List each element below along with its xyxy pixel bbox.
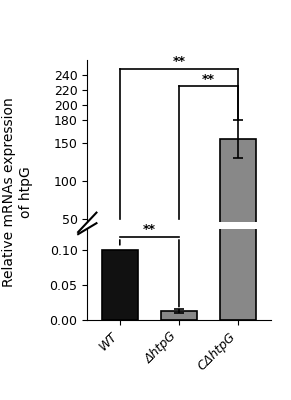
- Text: **: **: [143, 223, 156, 236]
- Bar: [102, 250, 138, 320]
- Text: **: **: [173, 55, 185, 68]
- Bar: [220, 0, 256, 320]
- Bar: [161, 311, 197, 320]
- Bar: [220, 139, 256, 256]
- Text: **: **: [202, 73, 215, 86]
- Text: Relative mRNAs expression
of htpG: Relative mRNAs expression of htpG: [2, 97, 33, 287]
